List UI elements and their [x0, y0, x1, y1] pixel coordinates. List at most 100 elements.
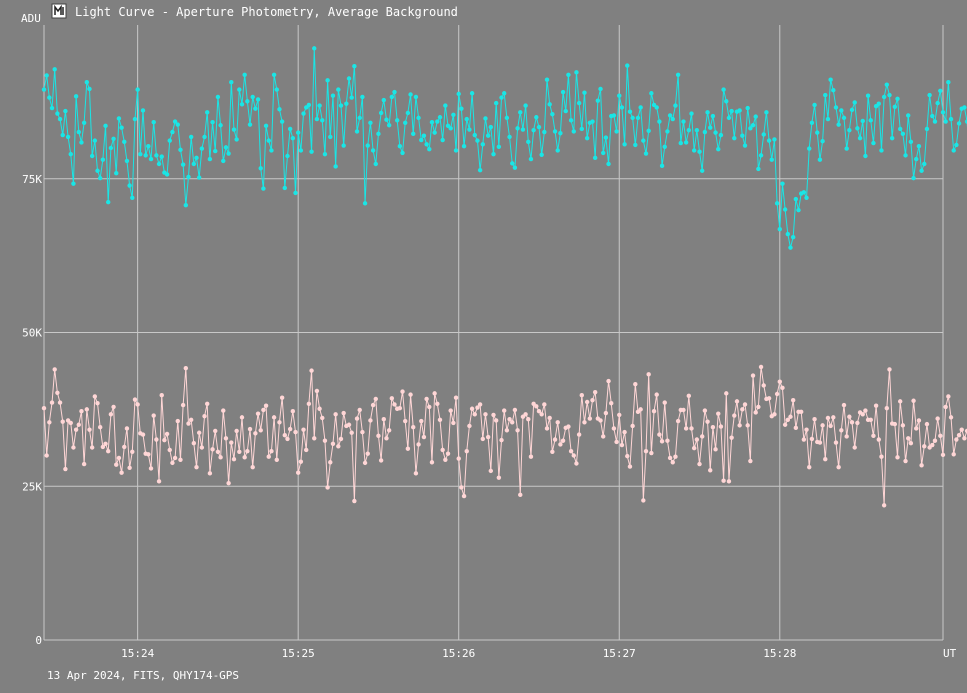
- data-point: [550, 111, 555, 117]
- data-point: [386, 123, 392, 128]
- data-point: [76, 129, 81, 135]
- data-point: [247, 426, 253, 432]
- data-point: [847, 414, 852, 419]
- data-point: [860, 412, 865, 417]
- data-point: [429, 460, 435, 465]
- data-point: [100, 157, 106, 162]
- light-curve-app-icon[interactable]: [51, 3, 67, 19]
- data-point: [116, 455, 122, 461]
- data-point: [951, 452, 956, 457]
- data-point: [496, 144, 502, 149]
- data-point: [370, 402, 376, 408]
- data-point: [242, 455, 247, 460]
- data-point: [815, 130, 820, 135]
- data-point: [397, 143, 403, 149]
- data-point: [271, 72, 277, 78]
- data-point: [245, 99, 250, 104]
- data-point: [95, 168, 100, 173]
- data-point: [312, 46, 317, 51]
- data-point: [758, 153, 764, 158]
- data-point: [595, 98, 601, 103]
- data-point: [213, 428, 218, 434]
- data-point: [841, 115, 847, 121]
- data-point: [443, 457, 448, 463]
- data-point: [320, 118, 325, 123]
- data-point: [547, 102, 552, 107]
- data-point: [215, 94, 221, 100]
- data-point: [857, 135, 863, 141]
- data-point: [95, 401, 100, 406]
- data-point: [641, 498, 646, 503]
- data-point: [630, 115, 635, 121]
- data-point: [531, 127, 536, 133]
- data-point: [480, 142, 485, 147]
- data-point: [579, 393, 584, 398]
- data-point: [274, 87, 279, 92]
- data-point: [900, 131, 906, 137]
- data-point: [748, 126, 753, 131]
- data-point: [718, 132, 724, 138]
- data-point: [809, 436, 815, 442]
- data-point: [774, 391, 780, 397]
- data-point: [574, 461, 579, 466]
- data-point: [563, 108, 568, 114]
- data-point: [863, 408, 868, 413]
- data-point: [547, 415, 552, 421]
- data-point: [694, 127, 700, 133]
- data-point: [831, 415, 836, 420]
- data-point: [164, 172, 170, 177]
- data-point: [863, 153, 868, 159]
- data-point: [432, 391, 437, 396]
- data-point: [568, 118, 574, 123]
- data-point: [520, 127, 526, 132]
- data-point: [68, 420, 73, 426]
- data-point: [614, 439, 619, 445]
- data-point: [643, 151, 649, 156]
- data-point: [956, 121, 962, 126]
- data-point: [611, 426, 617, 431]
- data-point: [108, 412, 114, 417]
- data-point: [287, 126, 293, 132]
- data-point: [461, 493, 467, 499]
- data-point: [386, 428, 392, 433]
- data-point: [617, 412, 622, 418]
- data-point: [817, 440, 823, 445]
- data-point: [47, 95, 52, 100]
- data-point: [713, 130, 718, 135]
- data-point: [956, 433, 962, 438]
- data-point: [285, 436, 290, 442]
- data-point: [839, 108, 844, 113]
- data-point: [790, 397, 796, 403]
- data-point: [590, 119, 595, 124]
- data-point: [221, 158, 226, 164]
- data-point: [41, 405, 47, 411]
- data-point: [828, 77, 833, 82]
- data-point: [424, 396, 429, 402]
- data-point: [734, 399, 740, 404]
- data-point: [718, 424, 724, 429]
- data-point: [325, 485, 330, 490]
- data-point: [87, 86, 92, 92]
- data-point: [394, 118, 400, 123]
- data-point: [769, 157, 774, 162]
- data-point: [654, 392, 659, 397]
- data-point: [724, 99, 729, 104]
- data-point: [132, 116, 138, 122]
- data-point: [512, 407, 518, 413]
- data-point: [868, 417, 873, 423]
- data-point: [178, 457, 183, 463]
- data-point: [159, 393, 164, 398]
- data-point: [290, 135, 296, 141]
- data-point: [378, 458, 384, 463]
- data-point: [408, 392, 413, 397]
- data-point: [130, 449, 135, 455]
- data-point: [352, 498, 357, 504]
- data-point: [488, 468, 494, 474]
- data-point: [298, 459, 304, 464]
- data-point: [964, 119, 967, 124]
- data-point: [234, 428, 239, 434]
- data-point: [780, 385, 785, 391]
- data-point: [52, 367, 57, 372]
- data-point: [483, 116, 488, 121]
- data-point: [477, 167, 483, 173]
